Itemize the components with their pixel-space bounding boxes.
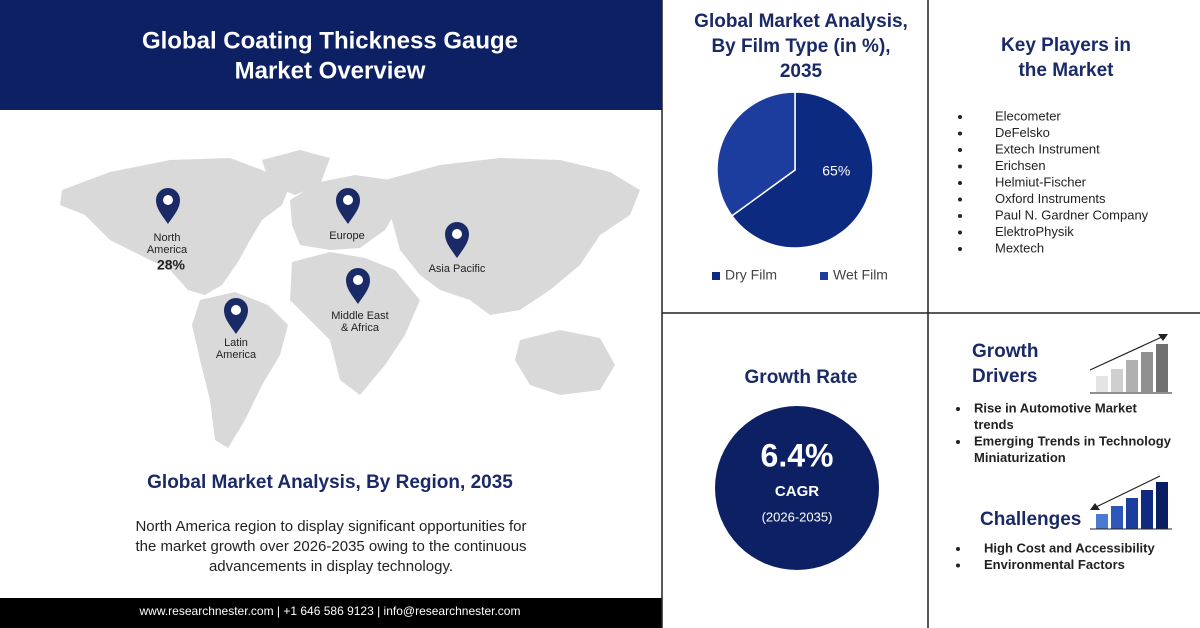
- map-pin: [336, 188, 360, 224]
- bullet: [958, 115, 962, 119]
- challenge-text: Environmental Factors: [984, 557, 1125, 572]
- player-name: DeFelsko: [995, 125, 1050, 140]
- bullet: [958, 164, 962, 169]
- legend-label: Dry Film: [725, 267, 777, 283]
- legend-label: Wet Film: [833, 267, 888, 283]
- pin-share: 28%: [157, 257, 186, 273]
- drivers-title: Drivers: [972, 366, 1038, 387]
- player-name: Elecometer: [995, 108, 1061, 123]
- pie-title: Global Market Analysis,: [694, 11, 908, 32]
- players-title: Key Players in: [1001, 35, 1131, 56]
- header-title: Global Coating Thickness Gauge: [142, 27, 518, 54]
- pin-label: America: [216, 349, 257, 361]
- pin-label: North: [154, 232, 181, 244]
- map-pin: [224, 298, 248, 334]
- legend-swatch: [712, 272, 720, 280]
- pin-label: & Africa: [341, 322, 380, 334]
- bullet: [958, 247, 962, 251]
- map-pin: [156, 188, 180, 224]
- cagr-period: (2026-2035): [762, 509, 833, 524]
- bullet: [956, 440, 960, 444]
- region-title: Global Market Analysis, By Region, 2035: [147, 472, 513, 493]
- world-map: [60, 150, 640, 448]
- cagr-label: CAGR: [775, 483, 819, 500]
- pie-slice: [730, 91, 874, 249]
- player-name: Mextech: [995, 240, 1044, 255]
- legend-swatch: [820, 272, 828, 280]
- bullet: [958, 148, 962, 152]
- player-name: Erichsen: [995, 158, 1046, 173]
- pins: [156, 188, 469, 334]
- pie-slice: [716, 91, 796, 217]
- pie-title: By Film Type (in %),: [711, 36, 890, 57]
- growth-title: Growth Rate: [745, 367, 858, 388]
- player-name: Oxford Instruments: [995, 191, 1106, 206]
- player-name: Paul N. Gardner Company: [995, 207, 1149, 222]
- footer-band: [0, 598, 662, 628]
- bullet: [958, 131, 962, 136]
- players-title: the Market: [1018, 60, 1114, 81]
- challenges-list: High Cost and Accessibility Environmental…: [956, 540, 1155, 572]
- map-pin: [346, 268, 370, 304]
- driver-text: Rise in Automotive Market: [974, 400, 1137, 415]
- pin-label: Europe: [329, 230, 364, 242]
- cagr-circle: [715, 406, 879, 570]
- player-name: Extech Instrument: [995, 141, 1100, 156]
- cagr-value: 6.4%: [761, 437, 834, 473]
- pin-label: Asia Pacific: [429, 263, 486, 275]
- region-text: the market growth over 2026-2035 owing t…: [135, 538, 526, 555]
- drivers-icon: [1089, 334, 1172, 394]
- bullet: [956, 563, 960, 568]
- map-pin: [445, 222, 469, 258]
- drivers-title: Growth: [972, 341, 1039, 362]
- driver-text: trends: [974, 417, 1014, 432]
- bullet: [958, 197, 962, 202]
- player-name: Helmiut-Fischer: [995, 174, 1087, 189]
- driver-text: Miniaturization: [974, 450, 1066, 465]
- challenges-icon: [1090, 475, 1172, 530]
- bullet: [958, 214, 962, 218]
- bullet: [956, 547, 960, 551]
- header-title: Market Overview: [235, 57, 426, 84]
- footer-text: www.researchnester.com | +1 646 586 9123…: [139, 604, 521, 618]
- pie-value-label: 65%: [822, 163, 850, 179]
- bullet: [958, 181, 962, 185]
- pie-chart: 65% Dry Film Wet Film: [712, 91, 888, 283]
- driver-text: Emerging Trends in Technology: [974, 433, 1172, 448]
- drivers-list: Rise in Automotive Market trendsEmerging …: [956, 400, 1172, 465]
- pie-title: 2035: [780, 61, 823, 82]
- header-band: [0, 0, 662, 110]
- pin-label: Latin: [224, 337, 248, 349]
- pin-label: Middle East: [331, 310, 388, 322]
- bullet: [958, 230, 962, 235]
- player-name: ElektroPhysik: [995, 224, 1074, 239]
- pin-label: America: [147, 244, 188, 256]
- challenges-title: Challenges: [980, 509, 1081, 530]
- region-text: advancements in display technology.: [209, 558, 453, 575]
- bullet: [956, 407, 960, 411]
- challenge-text: High Cost and Accessibility: [984, 540, 1155, 555]
- region-text: North America region to display signific…: [135, 518, 526, 535]
